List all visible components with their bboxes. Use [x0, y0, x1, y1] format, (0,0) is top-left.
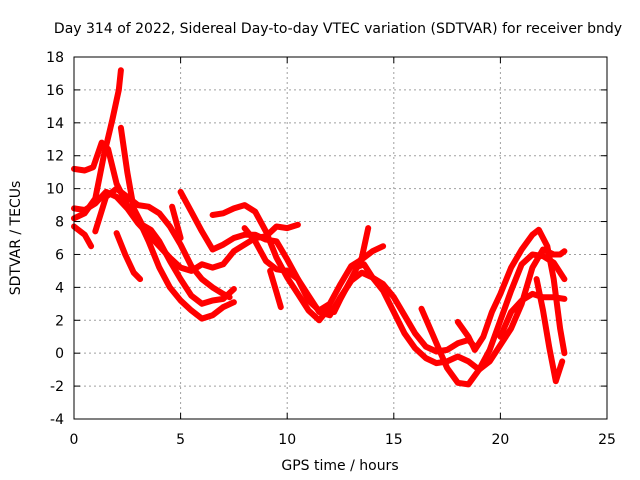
series-arc-1 — [71, 67, 124, 222]
series-arc-7 — [113, 230, 144, 283]
y-tick-label: 14 — [46, 116, 64, 132]
chart-title: Day 314 of 2022, Sidereal Day-to-day VTE… — [54, 21, 622, 37]
axes: 0 5 10 15 20 25 -4 -2 0 2 4 6 8 10 12 14 16 18 — [46, 50, 616, 448]
x-tick-label: 0 — [70, 432, 79, 448]
series-arc-6 — [117, 124, 237, 307]
grid-lines — [74, 57, 607, 419]
series-arc-8 — [169, 203, 184, 241]
y-tick-label: 18 — [46, 50, 64, 66]
series-arc-5 — [92, 185, 233, 301]
series-arc-18 — [533, 276, 566, 385]
series-arc-2 — [71, 139, 237, 322]
y-tick-label: -4 — [50, 412, 64, 428]
y-tick-label: 2 — [55, 313, 64, 329]
y-tick-label: 10 — [46, 182, 64, 198]
y-axis-label: SDTVAR / TECUs — [8, 181, 24, 296]
y-tick-label: 0 — [55, 346, 64, 362]
series-group — [71, 67, 568, 388]
y-tick-label: 6 — [55, 247, 64, 263]
y-tick-label: 4 — [55, 280, 64, 296]
series-arc-16 — [454, 226, 568, 357]
y-tick-label: -2 — [50, 379, 64, 395]
series-arc-13 — [331, 225, 372, 315]
x-axis-label: GPS time / hours — [281, 458, 398, 474]
x-tick-label: 25 — [598, 432, 616, 448]
series-arc-4 — [71, 223, 95, 250]
series-arc-15 — [418, 251, 568, 388]
series-arc-10 — [209, 202, 333, 324]
y-tick-label: 8 — [55, 215, 64, 231]
x-tick-label: 15 — [385, 432, 403, 448]
x-tick-label: 20 — [491, 432, 509, 448]
x-tick-label: 5 — [176, 432, 185, 448]
y-tick-label: 12 — [46, 149, 64, 165]
series-arc-9 — [177, 188, 387, 314]
y-tick-label: 16 — [46, 83, 64, 99]
plot-frame — [73, 56, 608, 420]
series-arc-17 — [497, 290, 568, 340]
x-tick-label: 10 — [278, 432, 296, 448]
series-arc-12 — [267, 267, 284, 311]
series-arc-14 — [352, 246, 568, 373]
